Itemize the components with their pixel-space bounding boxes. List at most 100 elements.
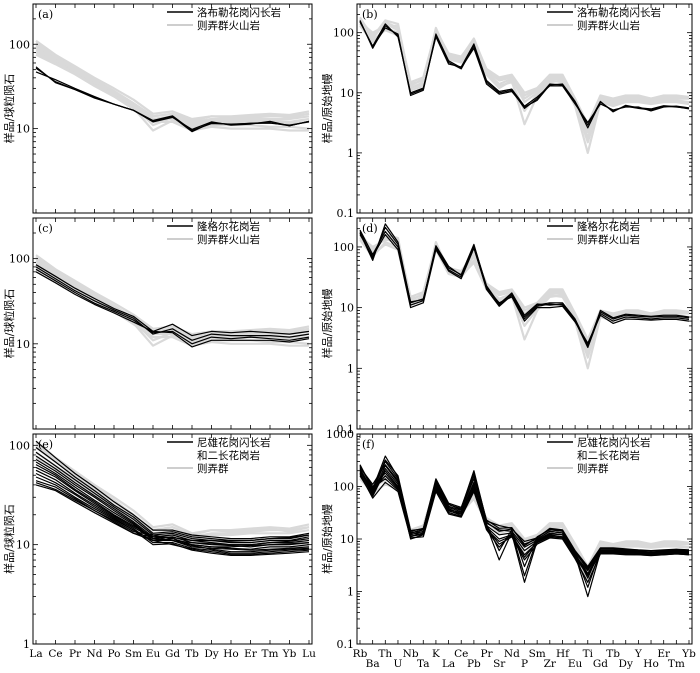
x-tick-label: Po [108,648,121,660]
y-axis-label: 样品/球粒陨石 [2,289,16,359]
y-axis-label: 样品/原始地幔 [320,504,334,574]
y-tick-label: 10 [340,302,354,315]
x-tick-label: Ho [643,658,658,669]
reference-series-line [359,19,690,134]
chart-panel: 1 10 100 La Ce Pr Nd Po Sm Eu Gd Tb Dy Ho Er Tm Yb Lu 样品/球… [2,433,316,660]
x-tick-label: U [394,658,403,669]
y-tick-label: 0.1 [337,638,355,651]
y-tick-label: 10 [340,87,354,100]
legend-label: 尼雄花岗闪长岩 [577,436,651,449]
sample-series-line [359,471,690,598]
legend-label: 则弄群火山岩 [577,233,640,246]
x-tick-label: Sm [529,648,546,660]
y-tick-label: 1 [347,147,354,160]
sample-series-line [35,71,310,132]
reference-series-line [35,53,309,132]
sample-series-line [359,459,690,571]
sample-series-line [359,474,690,576]
x-tick-label: Yb [681,648,696,660]
y-tick-label: 1 [347,586,354,599]
sample-series-line [359,229,690,347]
sample-series-line [35,469,310,554]
y-tick-label: 100 [333,27,354,40]
legend-label: 洛布勒花岗闪长岩 [197,6,281,19]
x-tick-label: Nd [504,648,520,660]
y-tick-label: 0.1 [337,423,355,436]
x-tick-label: Tm [668,658,685,669]
y-tick-label: 100 [9,439,30,452]
reference-series-line [35,39,310,121]
sample-series-line [35,472,310,555]
x-tick-label: Tb [606,648,620,660]
x-tick-label: Zr [544,658,557,669]
legend-label: 洛布勒花岗闪长岩 [577,6,661,19]
legend-label: 和二长花岗岩 [197,449,260,462]
x-tick-label: Ce [48,648,62,660]
sample-series-line [359,226,690,346]
legend-label: 则弄群火山岩 [197,233,260,246]
x-tick-label: Nd [87,648,103,660]
x-tick-label: Pr [480,648,493,660]
x-tick-label: Er [244,648,258,660]
y-tick-label: 1000 [326,428,354,441]
panel-label: (a) [38,8,53,21]
legend-label: 和二长花岗岩 [577,449,640,462]
reference-series-line [359,23,690,139]
y-tick-label: 10 [16,338,30,351]
y-tick-label: 1 [347,362,354,375]
sample-series-line [35,482,310,546]
x-tick-label: Lu [302,648,316,660]
x-tick-label: Rb [353,648,368,660]
sample-series-line [359,469,690,577]
x-tick-label: Eu [146,648,161,660]
x-tick-label: Tb [185,648,199,660]
x-tick-label: Th [378,648,392,660]
reference-series-line [35,440,310,535]
x-tick-label: Gd [165,648,180,660]
x-tick-label: Nb [403,648,419,660]
y-tick-label: 10 [16,539,30,552]
reference-series-line [35,254,310,336]
sample-series-line [35,480,310,548]
legend-label: 隆格尔花岗岩 [197,220,260,233]
y-axis-label: 样品/球粒陨石 [2,504,16,574]
x-tick-label: Pb [467,658,481,669]
legend-label: 则弄群火山岩 [197,19,260,32]
panel-label: (e) [38,438,53,451]
legend-label: 则弄群 [577,462,609,475]
sample-series-line [35,268,310,345]
reference-series-line [359,16,690,126]
x-tick-label: P [521,658,528,669]
y-tick-label: 0.1 [337,207,355,220]
sample-series-line [359,20,690,126]
sample-series-line [35,264,310,337]
y-tick-label: 100 [9,253,30,266]
x-tick-label: Y [634,648,643,660]
x-tick-label: La [442,658,455,669]
y-tick-label: 10 [340,533,354,546]
x-tick-label: Er [657,648,671,660]
x-tick-label: La [29,648,42,660]
reference-series-line [359,230,690,341]
reference-series-line [359,232,689,346]
x-tick-label: Hf [556,648,570,660]
x-tick-label: Ba [366,658,380,669]
sample-series-line [359,234,690,344]
sample-series-line [35,440,310,540]
y-tick-label: 100 [333,481,354,494]
reference-series-line [35,41,310,122]
y-tick-label: 100 [9,38,30,51]
legend-label: 尼雄花岗闪长岩 [197,436,271,449]
reference-series-line [35,268,309,347]
panel-label: (d) [362,222,378,235]
panel-label: (f) [362,438,375,451]
x-tick-label: K [432,648,440,660]
y-tick-label: 1 [23,638,30,651]
y-axis-label: 样品/原始地幔 [320,74,334,144]
x-tick-label: Dy [619,658,633,669]
